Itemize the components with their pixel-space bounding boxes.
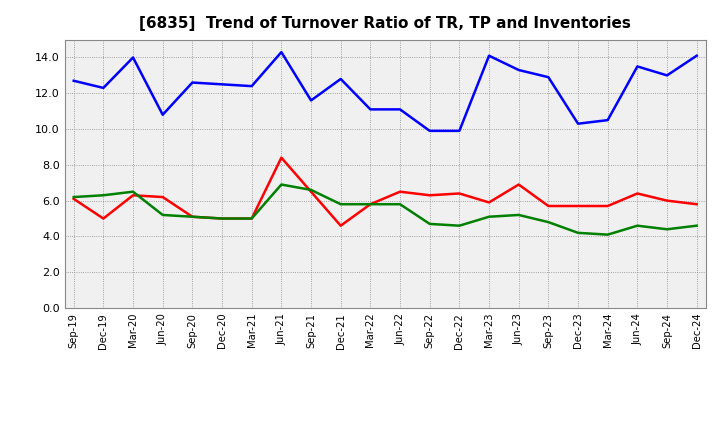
Trade Payables xyxy=(426,128,434,133)
Trade Payables xyxy=(455,128,464,133)
Trade Receivables xyxy=(633,191,642,196)
Trade Payables xyxy=(158,112,167,117)
Trade Receivables xyxy=(336,223,345,228)
Trade Payables xyxy=(485,53,493,59)
Inventories xyxy=(485,214,493,220)
Trade Payables xyxy=(633,64,642,69)
Trade Receivables xyxy=(277,155,286,160)
Inventories xyxy=(69,194,78,200)
Inventories xyxy=(396,202,405,207)
Inventories xyxy=(426,221,434,227)
Inventories xyxy=(455,223,464,228)
Trade Payables xyxy=(603,117,612,123)
Line: Trade Payables: Trade Payables xyxy=(73,52,697,131)
Inventories xyxy=(603,232,612,237)
Trade Payables xyxy=(217,82,226,87)
Trade Receivables xyxy=(514,182,523,187)
Line: Trade Receivables: Trade Receivables xyxy=(73,158,697,226)
Trade Receivables xyxy=(99,216,108,221)
Trade Receivables xyxy=(188,214,197,220)
Trade Payables xyxy=(69,78,78,84)
Inventories xyxy=(693,223,701,228)
Trade Payables xyxy=(574,121,582,126)
Trade Payables xyxy=(693,53,701,59)
Inventories xyxy=(99,193,108,198)
Trade Payables xyxy=(307,98,315,103)
Trade Receivables xyxy=(693,202,701,207)
Trade Receivables xyxy=(396,189,405,194)
Inventories xyxy=(336,202,345,207)
Trade Receivables xyxy=(248,216,256,221)
Trade Receivables xyxy=(158,194,167,200)
Trade Receivables xyxy=(129,193,138,198)
Trade Receivables xyxy=(307,189,315,194)
Trade Payables xyxy=(99,85,108,91)
Title: [6835]  Trend of Turnover Ratio of TR, TP and Inventories: [6835] Trend of Turnover Ratio of TR, TP… xyxy=(139,16,631,32)
Trade Receivables xyxy=(603,203,612,209)
Trade Payables xyxy=(129,55,138,60)
Trade Receivables xyxy=(662,198,671,203)
Trade Receivables xyxy=(69,196,78,202)
Trade Receivables xyxy=(426,193,434,198)
Inventories xyxy=(217,216,226,221)
Trade Receivables xyxy=(366,202,374,207)
Trade Payables xyxy=(277,49,286,55)
Inventories xyxy=(574,230,582,235)
Inventories xyxy=(248,216,256,221)
Trade Payables xyxy=(396,107,405,112)
Trade Receivables xyxy=(574,203,582,209)
Trade Payables xyxy=(366,107,374,112)
Trade Receivables xyxy=(544,203,553,209)
Trade Payables xyxy=(514,67,523,73)
Inventories xyxy=(129,189,138,194)
Inventories xyxy=(277,182,286,187)
Inventories xyxy=(307,187,315,193)
Trade Receivables xyxy=(485,200,493,205)
Line: Inventories: Inventories xyxy=(73,184,697,235)
Trade Payables xyxy=(336,76,345,81)
Inventories xyxy=(544,220,553,225)
Inventories xyxy=(158,213,167,218)
Inventories xyxy=(633,223,642,228)
Trade Payables xyxy=(544,74,553,80)
Trade Payables xyxy=(662,73,671,78)
Inventories xyxy=(662,227,671,232)
Inventories xyxy=(514,213,523,218)
Legend: Trade Receivables, Trade Payables, Inventories: Trade Receivables, Trade Payables, Inven… xyxy=(166,435,604,440)
Trade Payables xyxy=(188,80,197,85)
Trade Payables xyxy=(248,84,256,89)
Trade Receivables xyxy=(217,216,226,221)
Trade Receivables xyxy=(455,191,464,196)
Inventories xyxy=(188,214,197,220)
Inventories xyxy=(366,202,374,207)
